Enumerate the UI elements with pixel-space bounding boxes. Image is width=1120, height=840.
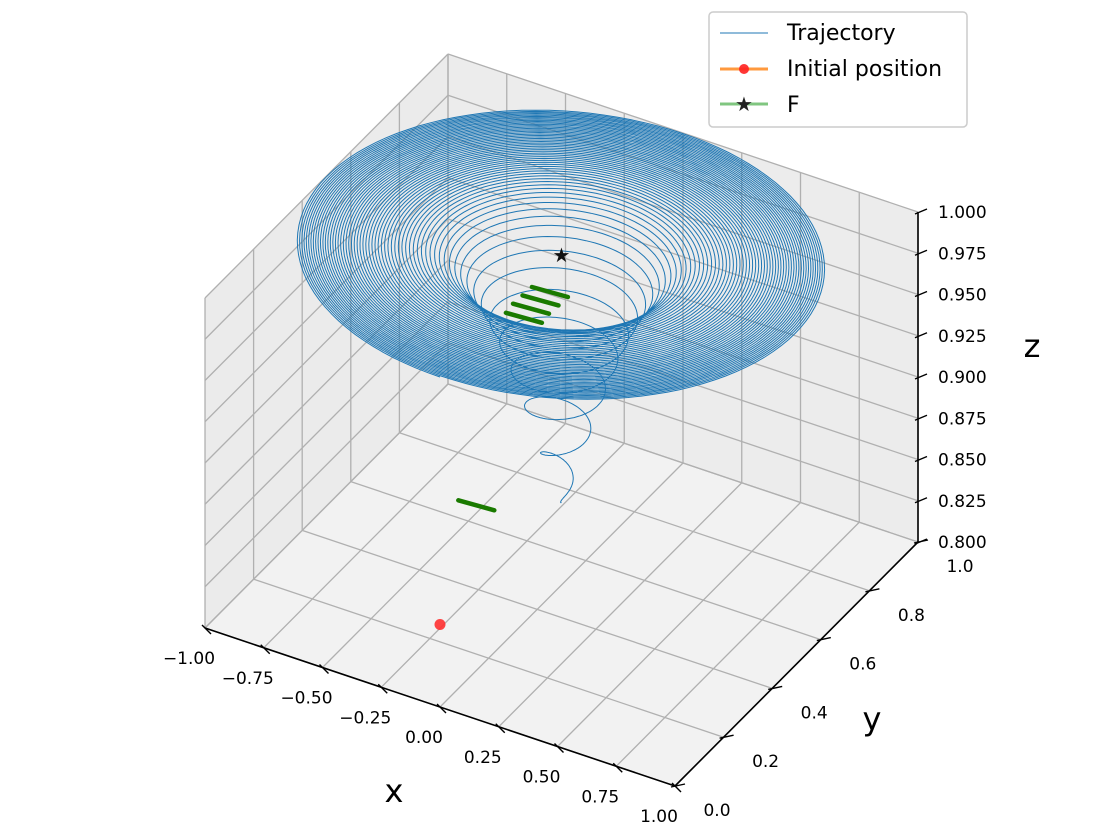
x-tick (319, 664, 329, 674)
z-tick-label: 0.925 (938, 327, 987, 347)
z-tick-label: 0.800 (938, 533, 987, 553)
x-tick-label: 0.25 (464, 748, 502, 768)
y-tick-label: 0.4 (801, 703, 828, 723)
z-tick (914, 290, 928, 298)
y-tick-label: 0.0 (703, 801, 730, 821)
grid-x-floor (263, 403, 508, 649)
force-arrow (510, 301, 552, 316)
z-tick-label: 0.825 (938, 492, 987, 512)
grid-z-back (447, 53, 919, 213)
legend-initial-label: Initial position (787, 57, 942, 82)
x-tick (554, 743, 564, 753)
x-tick-label: 0.50 (523, 768, 561, 788)
x-tick (612, 762, 623, 773)
y-axis-line (674, 541, 919, 787)
z-tick-label: 0.950 (938, 286, 987, 306)
z-tick (914, 208, 928, 215)
z-tick-label: 0.975 (938, 244, 987, 264)
grid-z-back (447, 342, 919, 502)
z-tick-label: 0.875 (938, 409, 987, 429)
x-tick (201, 624, 212, 635)
x-tick-label: −0.75 (222, 669, 274, 689)
grid-z-left (204, 301, 449, 546)
grid-x-floor (439, 462, 684, 708)
x-tick-label: −0.50 (280, 689, 332, 709)
y-axis-label: y (863, 700, 882, 738)
z-tick (914, 497, 928, 504)
x-tick-label: −0.25 (339, 708, 391, 728)
z-tick (914, 249, 928, 256)
force-arrow (520, 293, 561, 308)
grid-x-floor (557, 502, 801, 747)
y-tick-label: 0.2 (752, 752, 779, 772)
force-arrow (456, 498, 497, 513)
force-arrow (503, 310, 545, 326)
legend-trajectory-label: Trajectory (786, 21, 896, 46)
y-tick (719, 734, 734, 739)
z-tick (914, 332, 928, 339)
grid-y-floor (350, 480, 822, 641)
x-axis-label: x (385, 772, 404, 810)
legend-box (708, 11, 968, 128)
grid-z-left (204, 342, 449, 588)
y-tick-label: 0.8 (898, 606, 925, 626)
z-axis-label: z (1024, 327, 1041, 365)
x-tick (260, 644, 271, 655)
grid-z-back (447, 218, 919, 378)
legend: Trajectory Initial position ★ F (708, 11, 968, 128)
markers: ★ (434, 243, 571, 630)
grid-y-floor (399, 432, 870, 592)
legend-f-label: F (787, 93, 800, 118)
z-tick (914, 373, 928, 380)
force-arrows (456, 284, 571, 513)
grid-z-left (204, 383, 449, 629)
grid-x-floor (322, 423, 566, 668)
grid-z-left (204, 136, 449, 381)
x-tick (671, 782, 682, 793)
z-tick-label: 0.900 (938, 368, 987, 388)
z-tick-label: 0.850 (938, 451, 987, 471)
initial-position-marker (434, 619, 446, 630)
x-tick-label: −1.00 (163, 649, 215, 669)
y-tick-label: 1.0 (946, 557, 973, 577)
x-tick-label: 1.00 (640, 807, 678, 827)
legend-initial-marker (739, 64, 749, 74)
grid-x-floor (615, 521, 860, 767)
trajectory-path (296, 109, 826, 504)
y-tick-label: 0.6 (849, 655, 876, 675)
axis-panes (205, 54, 918, 786)
grid-x-floor (498, 482, 743, 728)
x-tick-label: 0.75 (581, 787, 619, 807)
grid-y-floor (253, 578, 724, 738)
trajectory-line (296, 109, 826, 504)
z-tick (914, 455, 928, 463)
x-tick (377, 683, 388, 694)
z-tick (914, 414, 928, 421)
tick-labels: −1.00−0.75−0.50−0.250.000.250.500.751.00… (163, 203, 987, 827)
y-tick (865, 588, 880, 593)
y-tick (816, 636, 831, 642)
f-marker: ★ (553, 243, 571, 267)
y-tick (768, 685, 783, 691)
z-tick (914, 538, 928, 545)
x-tick-label: 0.00 (405, 728, 443, 748)
x-tick (436, 703, 447, 714)
y-tick (670, 783, 686, 788)
force-arrow (529, 284, 571, 300)
legend-f-marker: ★ (735, 92, 753, 116)
x-tick (495, 723, 506, 734)
grid-x-floor (380, 442, 625, 688)
z-tick-label: 1.000 (938, 203, 987, 223)
grid-y-floor (301, 529, 773, 690)
